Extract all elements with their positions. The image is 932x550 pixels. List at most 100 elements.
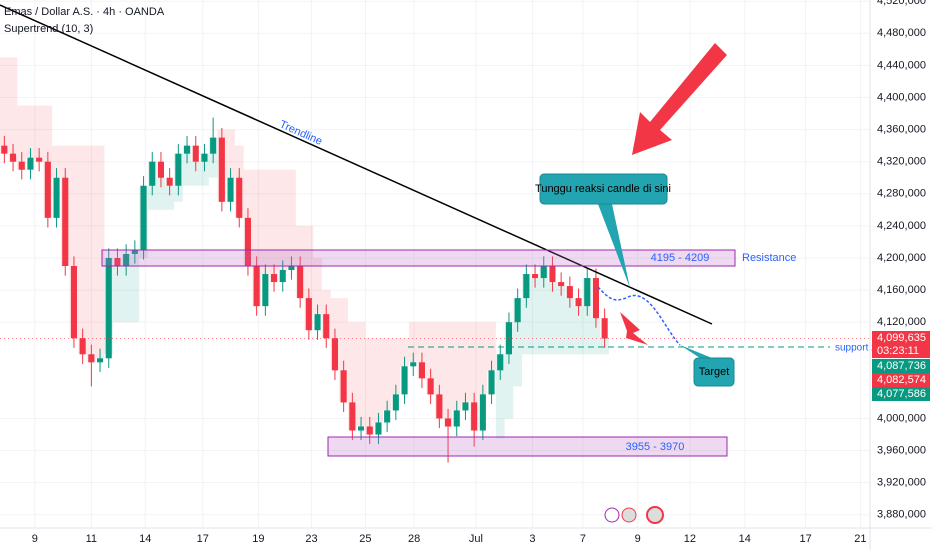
price-label-box — [872, 331, 930, 345]
candle-body — [166, 177, 173, 186]
supertrend-band — [69, 145, 79, 339]
candle-body — [175, 153, 182, 186]
candle-body — [445, 418, 452, 427]
candle-body — [358, 426, 365, 431]
candle-body — [218, 137, 225, 202]
supertrend-band — [391, 338, 401, 395]
candle-body — [479, 394, 486, 431]
candle-body — [140, 185, 147, 250]
candle-body — [427, 378, 434, 395]
resistance-range: 4195 - 4209 — [651, 252, 710, 264]
candle-body — [392, 394, 399, 411]
supertrend-band — [26, 105, 35, 158]
candle-body — [471, 402, 478, 431]
candle-body — [566, 286, 573, 299]
supertrend-band — [252, 169, 261, 307]
candle-body — [88, 354, 95, 363]
candle-body — [70, 266, 77, 339]
supertrend-band — [582, 278, 592, 355]
y-tick-label: 4,520,000 — [877, 0, 926, 7]
event-icon[interactable] — [621, 507, 637, 523]
price-label: 4,077,586 — [877, 388, 926, 400]
supertrend-band — [574, 306, 583, 355]
supertrend-band — [182, 145, 192, 186]
candle-body — [497, 354, 504, 371]
y-tick-label: 4,280,000 — [877, 188, 926, 200]
supertrend-band — [304, 225, 314, 331]
supertrend-band — [0, 57, 9, 154]
support-zone — [327, 436, 728, 457]
y-tick-label: 4,200,000 — [877, 252, 926, 264]
candle-body — [601, 318, 608, 339]
supertrend-band — [513, 298, 522, 387]
supertrend-band — [565, 298, 575, 355]
big-arrow — [632, 43, 727, 155]
y-tick-label: 4,160,000 — [877, 284, 926, 296]
supertrend-band — [400, 338, 409, 367]
price-label-box — [872, 387, 930, 401]
chart-title: Emas / Dollar A.S. · 4h · OANDA — [4, 6, 165, 18]
event-icon[interactable] — [604, 507, 620, 523]
x-tick-label: 25 — [359, 533, 371, 545]
supertrend-band — [130, 249, 140, 323]
candle-body — [105, 257, 112, 359]
supertrend-band — [52, 145, 61, 178]
candle-body — [410, 362, 417, 367]
supertrend-band — [113, 266, 122, 323]
y-tick-label: 4,480,000 — [877, 27, 926, 39]
candle-body — [592, 278, 599, 319]
candle-body — [340, 370, 347, 403]
supertrend-band — [313, 257, 322, 315]
candle-body — [288, 266, 295, 271]
drawings: Trendline 4195 - 4209 Resistance 3955 - … — [0, 4, 893, 524]
supertrend-band — [34, 105, 44, 162]
candle-body — [131, 249, 138, 254]
candle-body — [18, 161, 25, 170]
candle-body — [349, 402, 356, 431]
x-tick-label: 3 — [529, 533, 535, 545]
x-tick-label: 7 — [580, 533, 586, 545]
callout-box — [539, 173, 668, 205]
supertrend-band — [382, 338, 392, 411]
target-box — [693, 357, 735, 387]
y-tick-label: 4,320,000 — [877, 156, 926, 168]
candle-body — [514, 298, 521, 323]
y-tick-label: 4,440,000 — [877, 59, 926, 71]
supertrend-band — [95, 145, 105, 359]
candle-body — [253, 266, 260, 307]
candle-body — [97, 358, 104, 363]
resistance-label: Resistance — [742, 252, 796, 264]
supertrend-band — [443, 322, 453, 427]
x-tick-label: 9 — [32, 533, 38, 545]
price-label: 4,099,635 — [877, 332, 926, 344]
supertrend-band — [435, 322, 444, 419]
supertrend-band — [78, 145, 87, 355]
supertrend-band — [365, 338, 375, 435]
candle-body — [36, 157, 43, 162]
price-label: 03:23:11 — [877, 345, 919, 357]
y-tick-label: 4,120,000 — [877, 316, 926, 328]
axes: 4,520,000 4,480,000 4,440,000 4,400,000 4,36… — [32, 0, 930, 545]
y-tick-label: 4,000,000 — [877, 412, 926, 424]
candle-body — [149, 161, 156, 186]
x-tick-label: 11 — [86, 533, 97, 545]
supertrend-band — [8, 57, 18, 162]
supertrend-band — [495, 354, 505, 439]
candle-body — [62, 177, 69, 267]
candle-body — [523, 274, 530, 299]
supertrend-band — [530, 278, 540, 355]
candle-body — [157, 161, 164, 178]
candle-body — [436, 394, 443, 419]
x-tick-label: 17 — [197, 533, 209, 545]
x-tick-label: 12 — [684, 533, 696, 545]
supertrend-band — [548, 282, 557, 355]
candle-body — [384, 410, 391, 423]
candle-body — [27, 157, 34, 170]
y-tick-label: 4,240,000 — [877, 220, 926, 232]
supertrend-band — [487, 322, 496, 371]
candle-body — [558, 282, 565, 287]
event-icon[interactable] — [646, 506, 664, 524]
small-arrow — [620, 312, 648, 345]
candle-body — [44, 161, 51, 218]
price-label: 4,087,736 — [877, 360, 926, 372]
